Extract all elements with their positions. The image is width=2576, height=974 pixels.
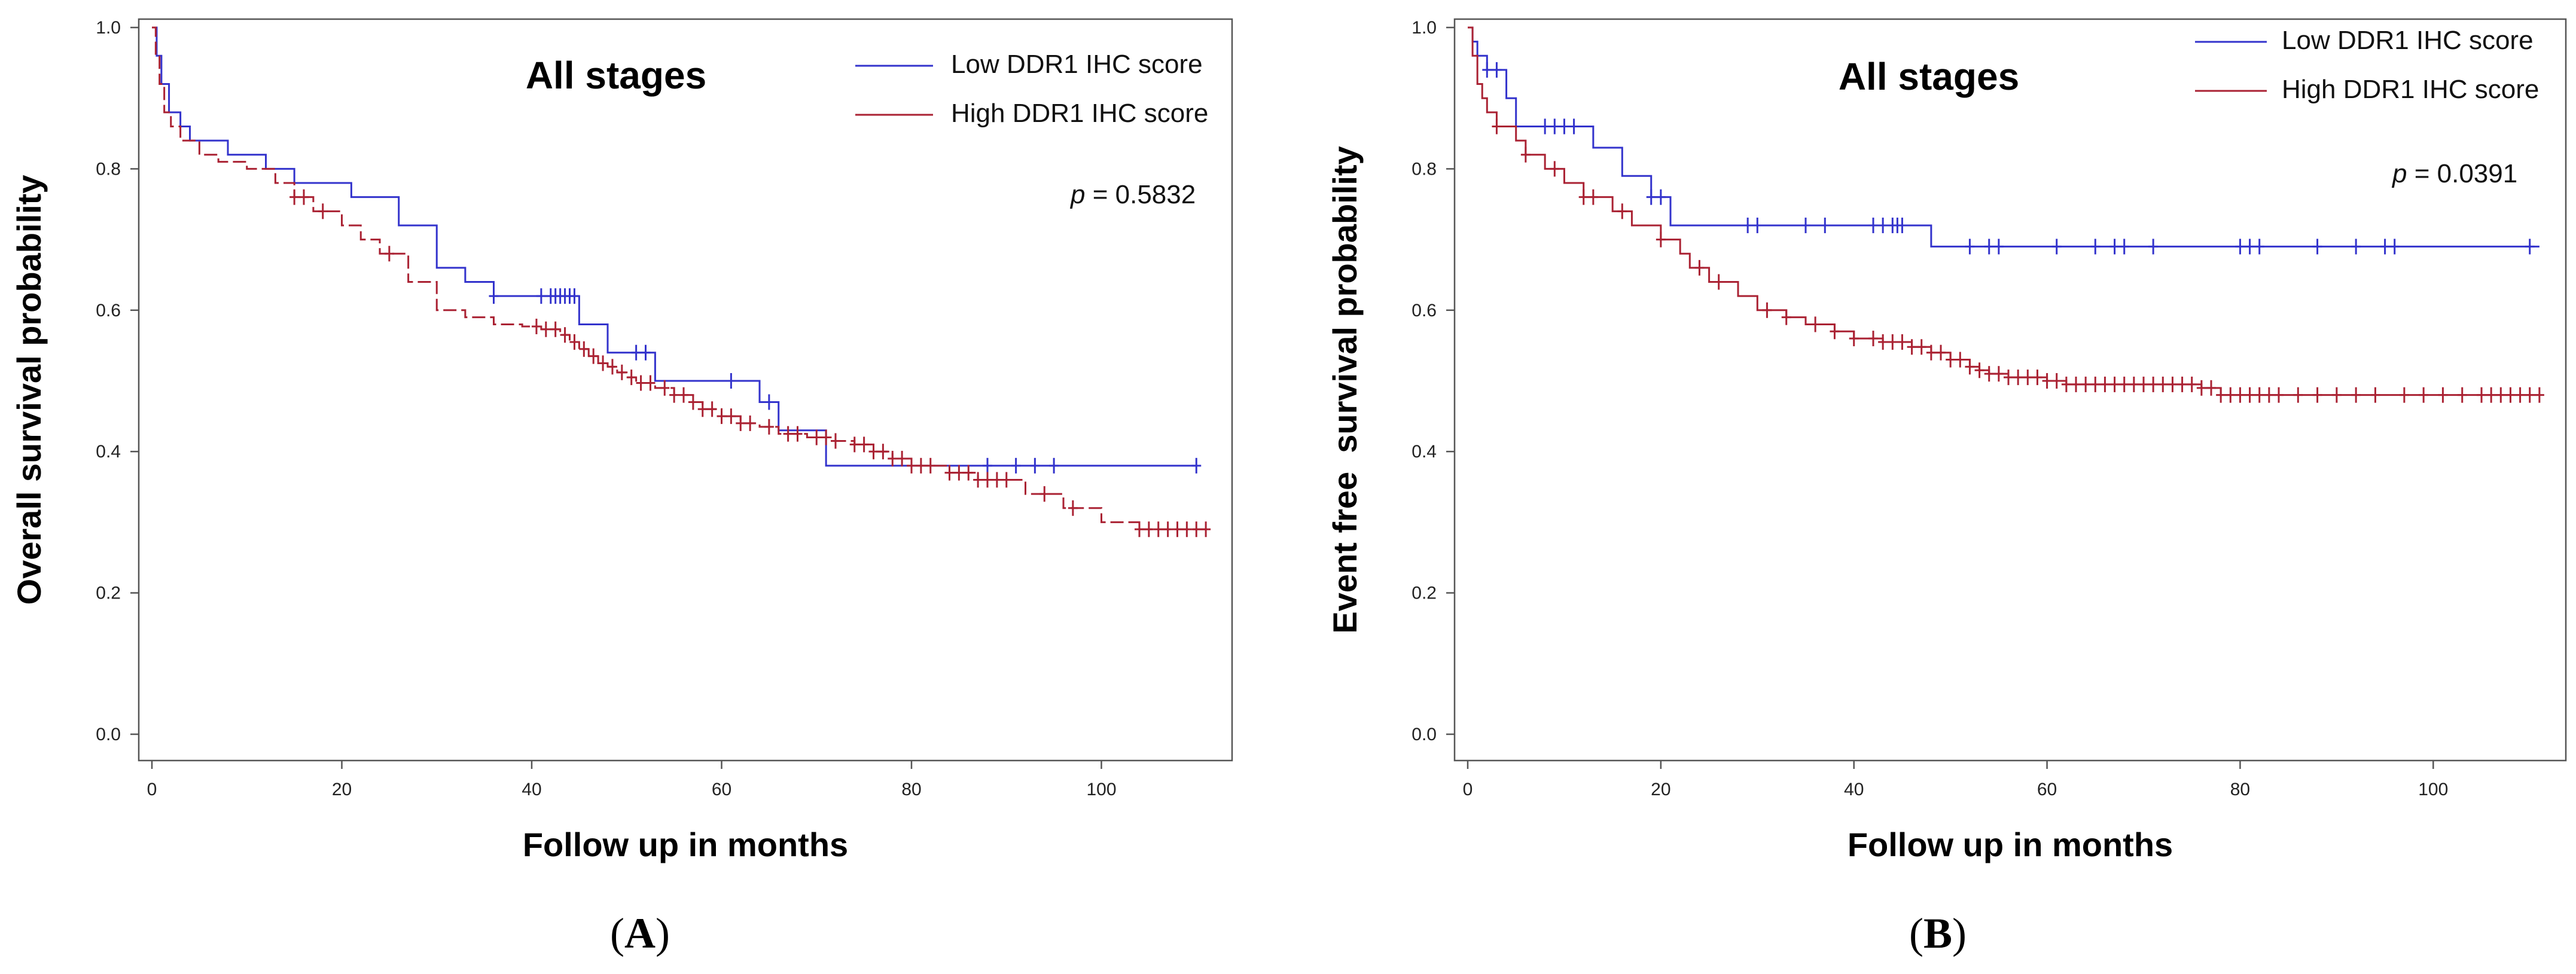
caption-open-paren: (: [610, 909, 624, 957]
plot-frame: [138, 18, 1233, 762]
survival-curve-low: [152, 26, 1197, 467]
p-value-symbol: p: [2391, 159, 2407, 188]
chart-title: All stages: [1839, 55, 2019, 98]
survival-chart-event-free: 0 20 40 60 80 100 0.0 0.2 0.4 0.6 0.8 1.0 Follow up …: [1326, 18, 2567, 863]
x-tick-label: 40: [1844, 780, 1864, 799]
y-tick-label: 0.8: [96, 159, 121, 179]
y-tick-label: 0.4: [1412, 442, 1437, 462]
km-panel-b: 0 20 40 60 80 100 0.0 0.2 0.4 0.6 0.8 1.0 Follow up …: [1316, 0, 2576, 974]
x-tick-label: 20: [1651, 780, 1670, 799]
x-tick-label: 60: [712, 780, 731, 799]
x-axis-label: Follow up in months: [523, 826, 848, 863]
x-tick-label: 0: [147, 780, 157, 799]
panel-caption-a: (A): [592, 909, 688, 958]
x-tick-label: 60: [2037, 780, 2057, 799]
panel-caption-b: (B): [1890, 909, 1986, 958]
y-tick-label: 1.0: [96, 18, 121, 38]
x-tick-label: 20: [332, 780, 352, 799]
y-tick-label: 0.0: [96, 725, 121, 744]
x-tick-label: 40: [522, 780, 541, 799]
p-value-symbol: p: [1069, 180, 1085, 209]
plot-frame: [1453, 18, 2567, 762]
y-tick-label: 1.0: [1412, 18, 1437, 38]
legend-label: Low DDR1 IHC score: [2282, 26, 2534, 55]
y-tick-label: 0.4: [96, 442, 121, 462]
y-tick-label: 0.8: [1412, 159, 1437, 179]
y-tick-label: 0.6: [1412, 301, 1437, 320]
km-panel-a: 0 20 40 60 80 100 0.0 0.2 0.4 0.6 0.8 1.0 Follow up …: [0, 0, 1280, 974]
p-value-text: = 0.5832: [1085, 180, 1196, 209]
y-tick-label: 0.2: [1412, 584, 1437, 603]
legend-label: Low DDR1 IHC score: [951, 50, 1203, 79]
x-tick-label: 80: [901, 780, 921, 799]
caption-open-paren: (: [1909, 909, 1923, 957]
p-value-annotation: p = 0.5832: [1069, 180, 1196, 209]
caption-letter: A: [624, 909, 656, 957]
legend-label: High DDR1 IHC score: [2282, 75, 2539, 104]
x-tick-label: 80: [2230, 780, 2250, 799]
x-tick-label: 100: [1086, 780, 1116, 799]
survival-chart-overall: 0 20 40 60 80 100 0.0 0.2 0.4 0.6 0.8 1.0 Follow up …: [10, 18, 1233, 863]
x-tick-label: 100: [2418, 780, 2448, 799]
y-axis-label: Event free survival probability: [1326, 146, 1364, 633]
legend-label: High DDR1 IHC score: [951, 99, 1208, 128]
y-tick-label: 0.0: [1412, 725, 1437, 744]
y-tick-label: 0.6: [96, 301, 121, 320]
x-tick-label: 0: [1463, 780, 1473, 799]
caption-close-paren: ): [656, 909, 670, 957]
p-value-text: = 0.0391: [2407, 159, 2517, 188]
y-tick-label: 0.2: [96, 584, 121, 603]
p-value-annotation: p = 0.0391: [2391, 159, 2517, 188]
y-axis-label: Overall survival probability: [10, 175, 48, 605]
caption-letter: B: [1923, 909, 1953, 957]
chart-title: All stages: [526, 54, 706, 97]
caption-close-paren: ): [1952, 909, 1967, 957]
x-axis-label: Follow up in months: [1848, 826, 2173, 863]
